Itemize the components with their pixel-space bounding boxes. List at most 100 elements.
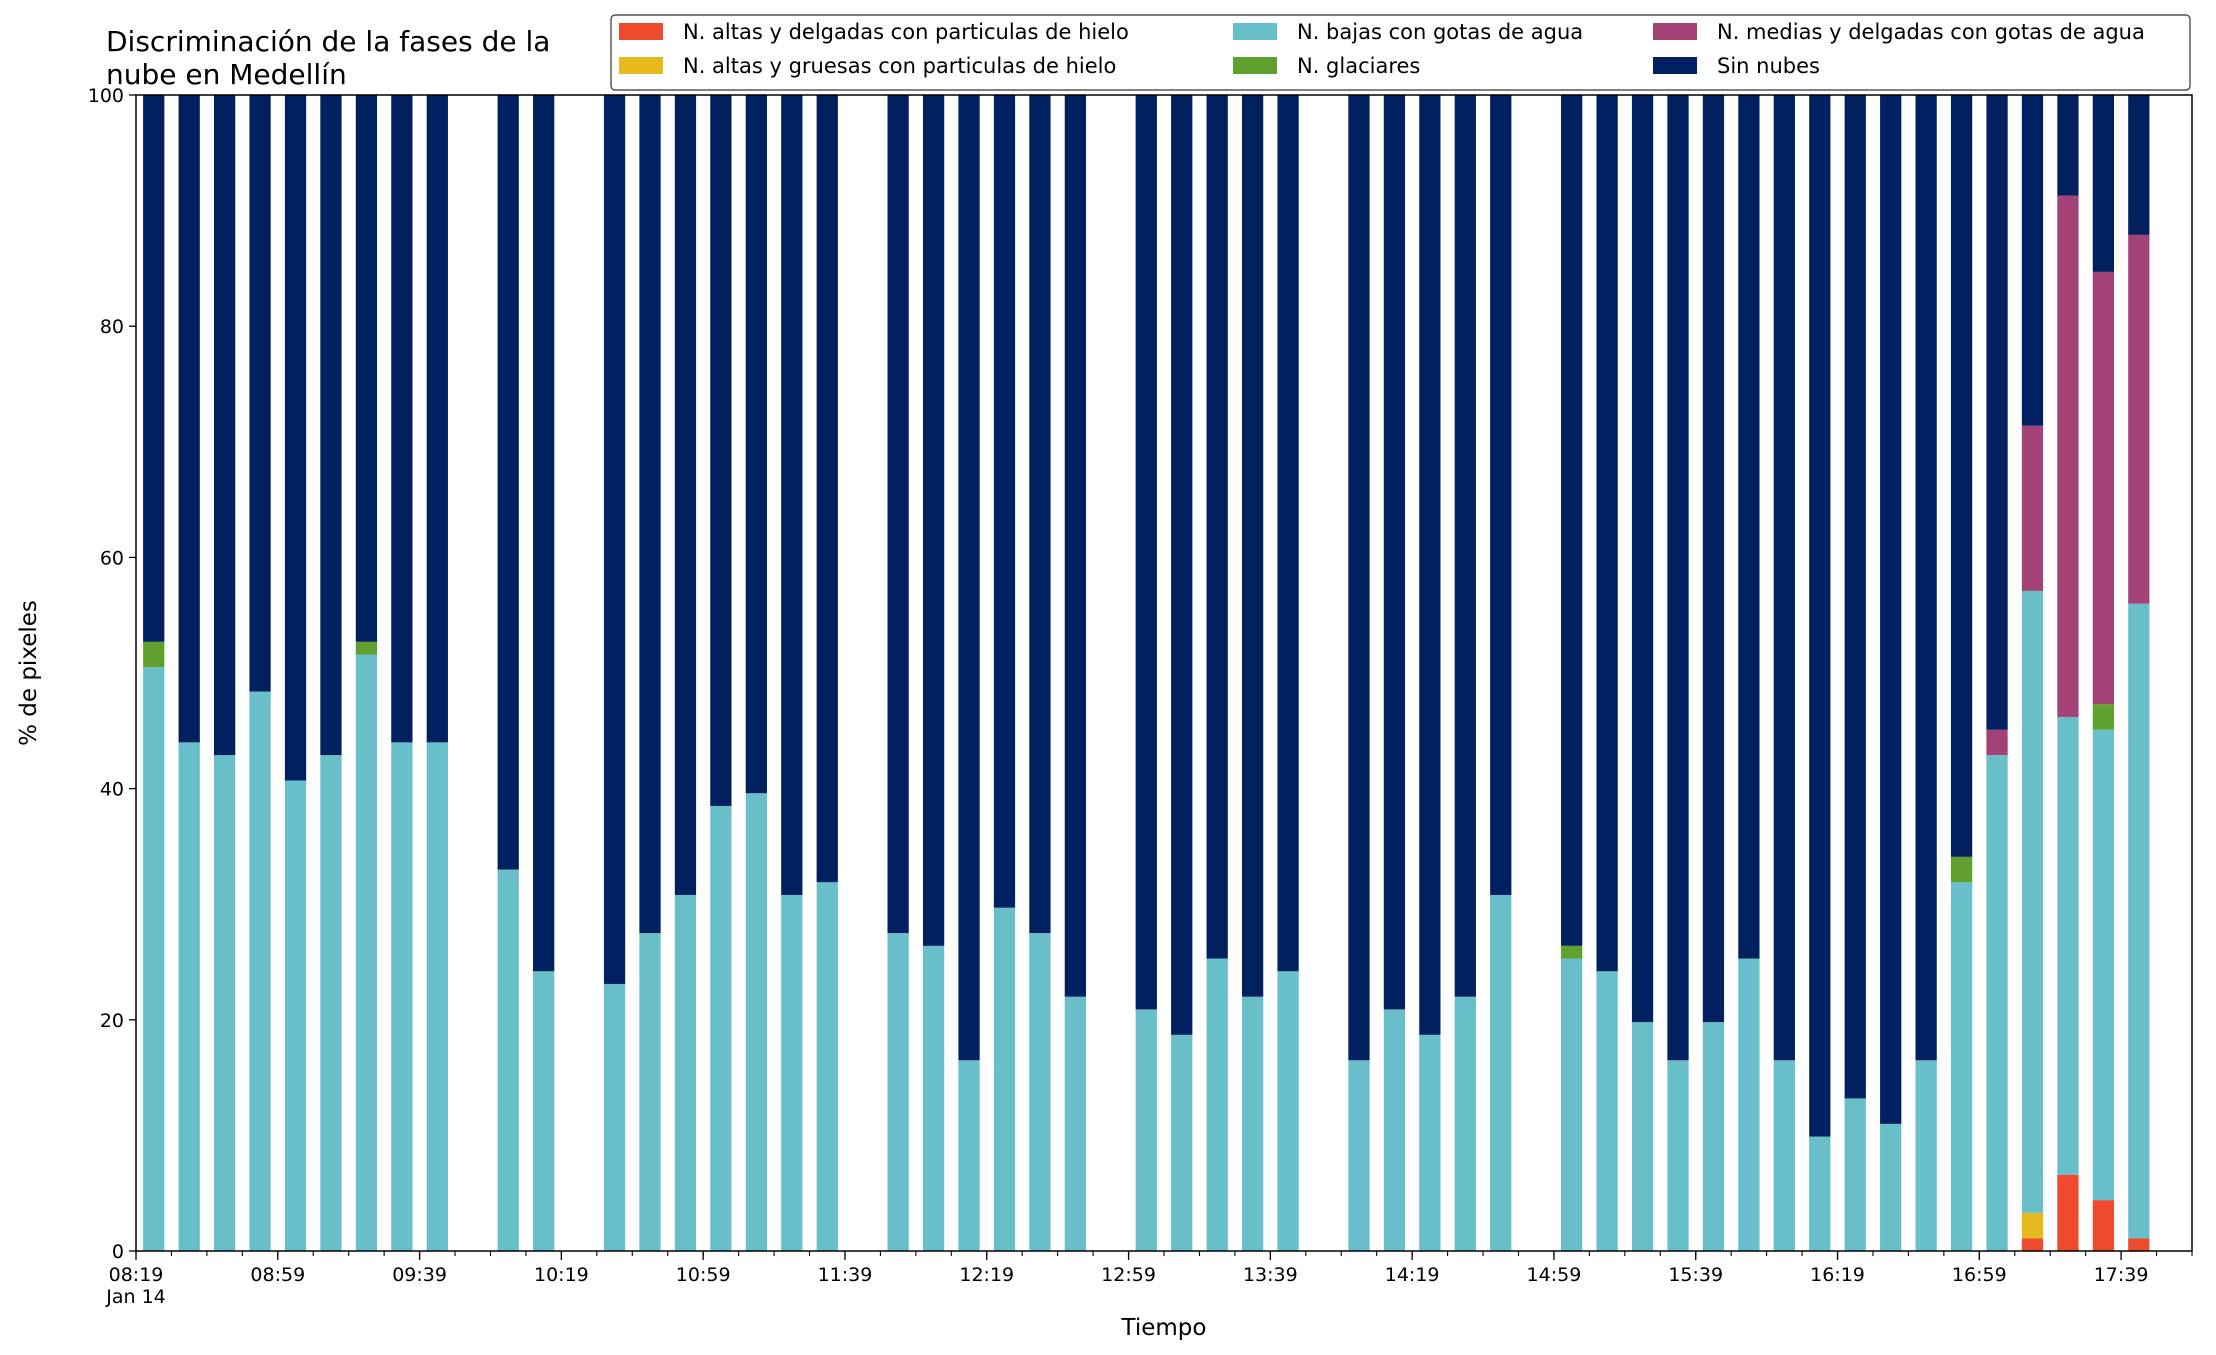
- bar-1734-bajas: [2092, 729, 2115, 1201]
- bar-1744-altas_delgadas: [2128, 1238, 2150, 1251]
- legend-swatch-bajas: [1233, 23, 1277, 40]
- bar-1234-sin_nubes: [1029, 95, 1051, 934]
- bar-1654-bajas: [1950, 882, 1973, 1251]
- bar-1554-bajas: [1738, 958, 1760, 1251]
- bar-1134-sin_nubes: [816, 95, 838, 883]
- legend-label-medias: N. medias y delgadas con gotas de agua: [1717, 20, 2145, 44]
- legend-swatch-altas_gruesas: [619, 57, 663, 74]
- bar-1714-altas_gruesas: [2021, 1212, 2044, 1239]
- legend-label-altas_gruesas: N. altas y gruesas con particulas de hie…: [683, 54, 1116, 78]
- bar-1504-glaciares: [1561, 945, 1583, 959]
- chart-title-line-2: nube en Medellín: [106, 58, 347, 91]
- y-tick-label: 40: [100, 779, 124, 801]
- bar-1614-sin_nubes: [1809, 95, 1831, 1137]
- bar-1434-sin_nubes: [1454, 95, 1476, 997]
- bar-0904-sin_nubes: [284, 95, 307, 781]
- chart-title: Discriminación de la fases de la nube en…: [106, 25, 550, 91]
- bar-1514-bajas: [1596, 971, 1618, 1251]
- bar-1244-bajas: [1064, 996, 1087, 1251]
- bar-1534-bajas: [1667, 1060, 1689, 1251]
- bar-0934-sin_nubes: [391, 95, 413, 743]
- bar-1404-sin_nubes: [1348, 95, 1370, 1061]
- bar-1504-sin_nubes: [1561, 95, 1583, 946]
- bar-1314-bajas: [1171, 1034, 1193, 1251]
- bar-1624-bajas: [1844, 1098, 1866, 1251]
- bar-1704-sin_nubes: [1986, 95, 2008, 730]
- bar-1634-sin_nubes: [1880, 95, 1902, 1124]
- legend-swatch-altas_delgadas: [619, 23, 663, 40]
- legend-label-altas_delgadas: N. altas y delgadas con particulas de hi…: [683, 20, 1129, 44]
- bar-1634-bajas: [1880, 1123, 1902, 1251]
- bar-1204-sin_nubes: [922, 95, 945, 946]
- legend: N. altas y delgadas con particulas de hi…: [610, 14, 2191, 91]
- bar-1554-sin_nubes: [1738, 95, 1760, 959]
- y-tick-label: 20: [100, 1010, 124, 1032]
- bar-1334-bajas: [1241, 996, 1264, 1251]
- bar-1744-sin_nubes: [2128, 95, 2150, 235]
- bar-1054-sin_nubes: [674, 95, 697, 895]
- chart-title-line-1: Discriminación de la fases de la: [106, 25, 550, 58]
- x-axis-title: Tiempo: [1121, 1315, 1207, 1341]
- bar-1154-bajas: [887, 933, 909, 1251]
- bar-1204-bajas: [922, 945, 945, 1251]
- bar-1224-bajas: [993, 907, 1016, 1251]
- x-tick-sublabel: Jan 14: [105, 1286, 166, 1308]
- x-tick-label: 10:59: [676, 1264, 731, 1286]
- bar-1304-bajas: [1135, 1009, 1157, 1251]
- bar-1104-sin_nubes: [710, 95, 732, 806]
- bar-1524-sin_nubes: [1631, 95, 1654, 1023]
- x-tick-label: 11:39: [818, 1264, 873, 1286]
- bar-1414-bajas: [1383, 1009, 1406, 1251]
- x-tick-label: 12:59: [1101, 1264, 1156, 1286]
- bar-1654-sin_nubes: [1950, 95, 1973, 857]
- bar-1534-sin_nubes: [1667, 95, 1689, 1061]
- y-tick-label: 100: [88, 85, 124, 107]
- bar-1404-bajas: [1348, 1060, 1370, 1251]
- x-tick-label: 14:59: [1527, 1264, 1582, 1286]
- bar-1724-altas_delgadas: [2057, 1174, 2079, 1251]
- y-axis-title: % de pixeles: [16, 600, 42, 746]
- bar-1244-sin_nubes: [1064, 95, 1087, 997]
- bar-0854-bajas: [249, 691, 271, 1251]
- bar-1714-altas_delgadas: [2021, 1238, 2044, 1251]
- x-tick-label: 17:39: [2094, 1264, 2149, 1286]
- bar-1224-sin_nubes: [993, 95, 1016, 908]
- bar-1514-sin_nubes: [1596, 95, 1618, 972]
- legend-label-glaciares: N. glaciares: [1297, 54, 1420, 78]
- bar-0944-sin_nubes: [426, 95, 448, 743]
- bar-1014-sin_nubes: [533, 95, 555, 972]
- bar-1344-bajas: [1277, 971, 1299, 1251]
- bar-0924-bajas: [355, 654, 378, 1251]
- bar-0824-sin_nubes: [143, 95, 165, 642]
- bar-1704-bajas: [1986, 755, 2008, 1251]
- x-tick-label: 08:59: [250, 1264, 305, 1286]
- bar-1044-sin_nubes: [639, 95, 661, 934]
- bar-1644-bajas: [1915, 1060, 1937, 1251]
- bar-0844-sin_nubes: [213, 95, 236, 756]
- bar-1324-bajas: [1206, 958, 1228, 1251]
- bar-1744-bajas: [2128, 603, 2150, 1239]
- bar-1544-sin_nubes: [1702, 95, 1725, 1023]
- bar-1724-bajas: [2057, 716, 2079, 1175]
- bar-0924-sin_nubes: [355, 95, 378, 642]
- x-tick-label: 08:19: [109, 1264, 164, 1286]
- bar-1614-bajas: [1809, 1136, 1831, 1251]
- legend-swatch-sin_nubes: [1653, 57, 1697, 74]
- bar-1724-medias: [2057, 195, 2079, 717]
- bar-1304-sin_nubes: [1135, 95, 1157, 1010]
- legend-swatch-medias: [1653, 23, 1697, 40]
- x-tick-label: 10:19: [534, 1264, 589, 1286]
- bar-1524-bajas: [1631, 1022, 1654, 1251]
- bar-1344-sin_nubes: [1277, 95, 1299, 972]
- bar-1544-bajas: [1702, 1022, 1725, 1251]
- x-tick-label: 16:19: [1810, 1264, 1865, 1286]
- bar-1724-sin_nubes: [2057, 95, 2079, 196]
- bar-1624-sin_nubes: [1844, 95, 1866, 1099]
- bar-1434-bajas: [1454, 996, 1476, 1251]
- bar-1654-glaciares: [1950, 856, 1973, 883]
- bar-0844-bajas: [213, 755, 236, 1251]
- bar-1704-medias: [1986, 729, 2008, 756]
- bar-0924-glaciares: [355, 641, 378, 655]
- x-tick-label: 14:19: [1385, 1264, 1440, 1286]
